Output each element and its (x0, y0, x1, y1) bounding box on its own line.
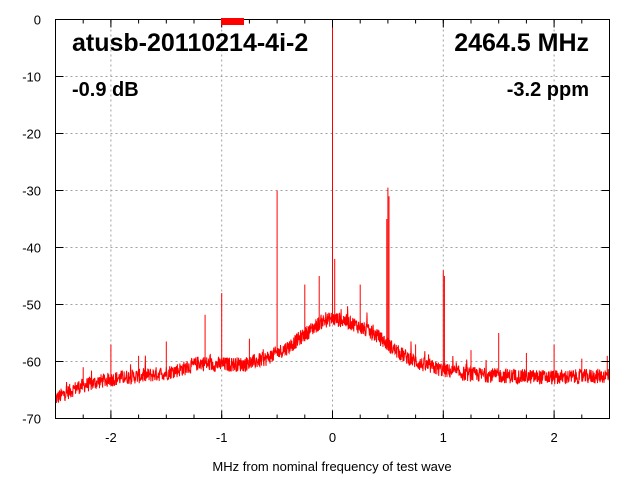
spectrum-trace (55, 19, 610, 403)
frequency-label: 2464.5 MHz (454, 29, 589, 57)
x-tick-label: -1 (216, 430, 228, 445)
y-tick-label: -60 (22, 355, 41, 370)
x-tick-label: 1 (440, 430, 447, 445)
y-tick-label: -10 (22, 70, 41, 85)
y-tick-label: -50 (22, 298, 41, 313)
y-tick-label: -70 (22, 412, 41, 427)
y-tick-label: -20 (22, 127, 41, 142)
y-tick-label: 0 (34, 13, 41, 28)
tick-labels: -2 -1 0 1 20-10-20-30-40-50-60-70 (22, 13, 558, 446)
axis-ticks (55, 19, 610, 419)
offset-label: -3.2 ppm (507, 79, 589, 101)
x-tick-label: 0 (329, 430, 336, 445)
legend-swatch (221, 18, 244, 25)
x-tick-label: -2 (105, 430, 117, 445)
y-tick-label: -30 (22, 184, 41, 199)
level-label: -0.9 dB (72, 79, 139, 101)
x-axis-title: MHz from nominal frequency of test wave (212, 459, 451, 474)
device-label: atusb-20110214-4i-2 (72, 29, 308, 57)
y-tick-label: -40 (22, 241, 41, 256)
x-tick-label: 2 (550, 430, 557, 445)
